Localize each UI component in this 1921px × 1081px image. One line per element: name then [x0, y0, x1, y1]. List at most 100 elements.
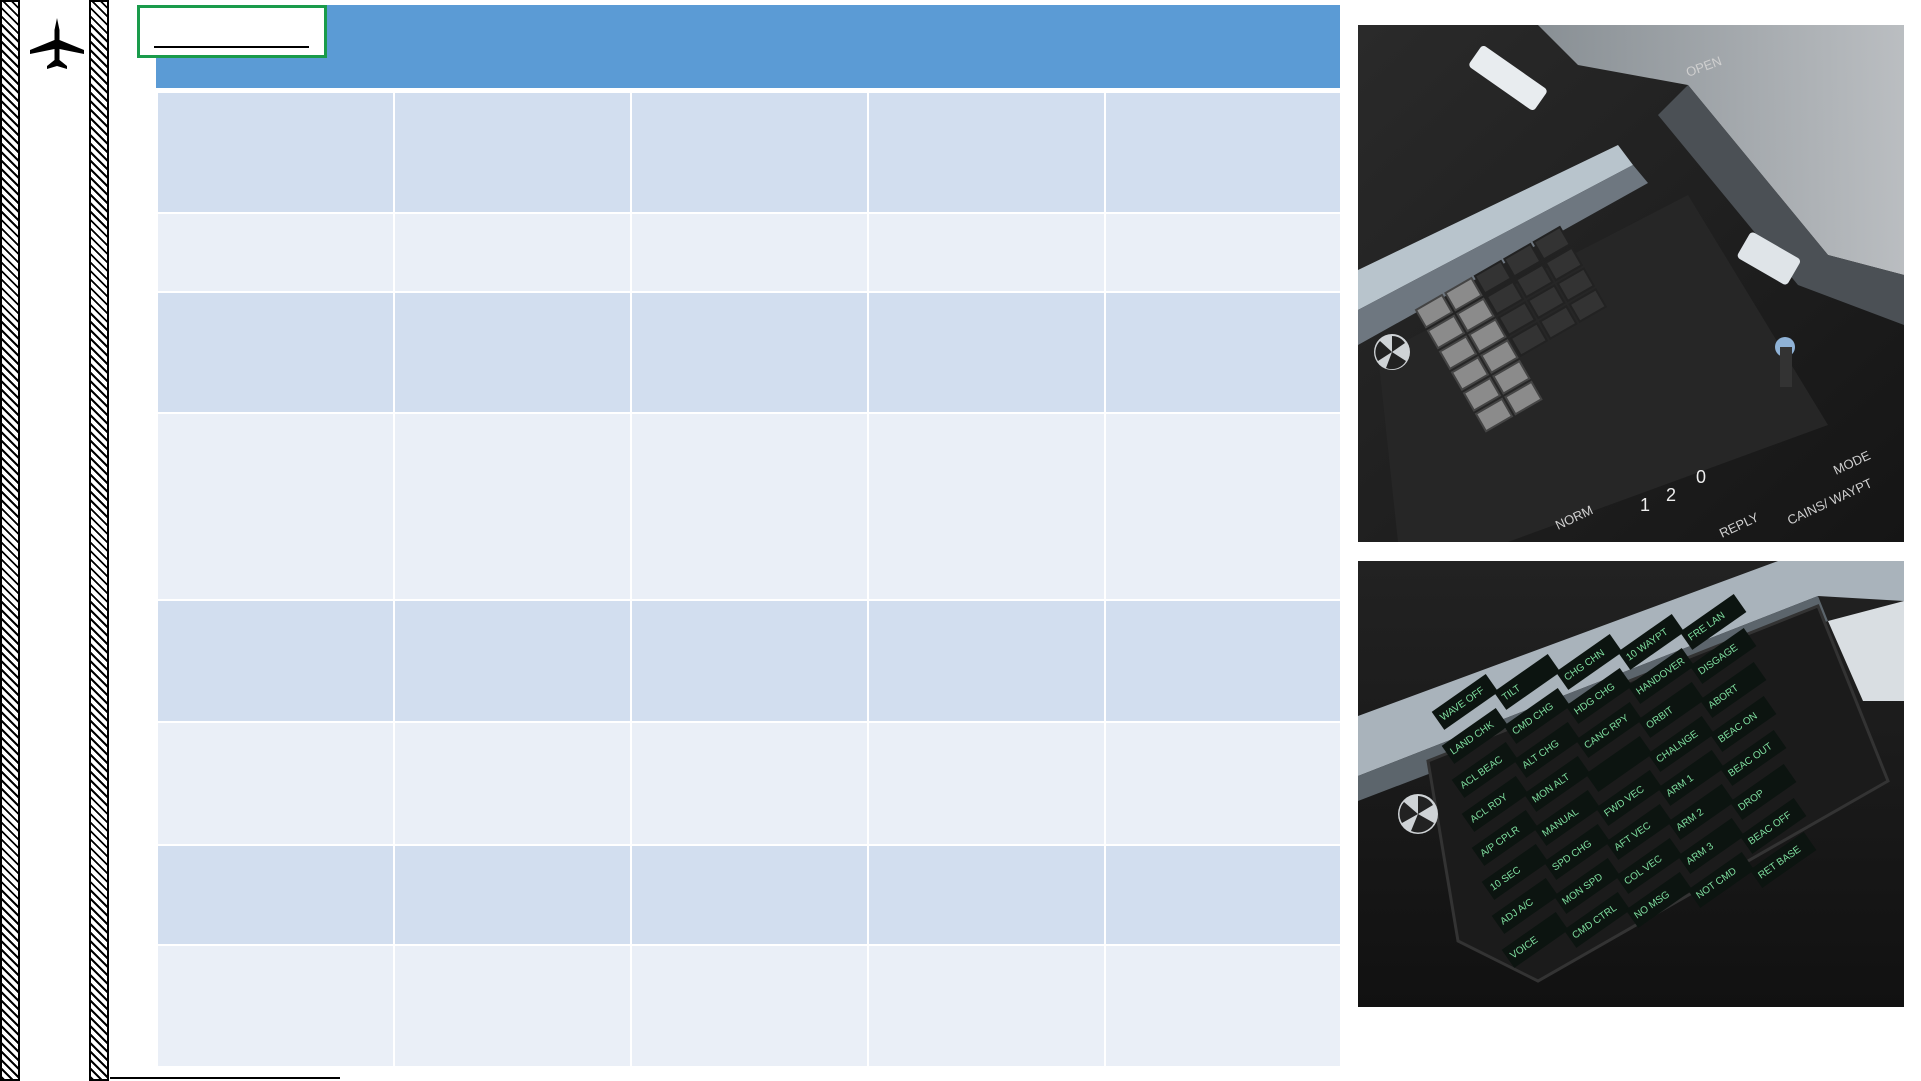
indicator-lamp	[1555, 633, 1623, 690]
table-cell	[1104, 721, 1342, 846]
indicator-lamp	[1625, 871, 1693, 928]
indicator-lamp	[1637, 681, 1705, 738]
table-cell	[1104, 91, 1342, 214]
table-row	[156, 412, 1342, 601]
table-cell	[393, 721, 632, 846]
table-cell	[867, 844, 1106, 946]
header-title-box	[137, 5, 327, 58]
table-cell	[393, 599, 632, 723]
table-cell	[156, 599, 395, 723]
table-cell	[393, 291, 632, 414]
table-cell	[867, 944, 1106, 1068]
table-row	[156, 599, 1342, 723]
indicator-lamp	[1575, 701, 1643, 758]
table-cell	[156, 212, 395, 293]
table-cell	[1104, 944, 1342, 1068]
indicator-lamp	[1523, 755, 1591, 812]
footer-rule	[110, 1077, 340, 1079]
table-cell	[393, 944, 632, 1068]
data-table	[156, 91, 1342, 1068]
indicator-lamp	[1719, 729, 1787, 786]
indicator-lamp	[1667, 783, 1735, 840]
table-cell	[156, 721, 395, 846]
table-cell	[393, 91, 632, 214]
table-cell	[393, 212, 632, 293]
jet-aircraft-icon	[30, 18, 84, 69]
indicator-lamp	[1739, 797, 1807, 854]
indicator-lamp	[1699, 661, 1767, 718]
digit-1-label: 1	[1640, 495, 1650, 515]
indicator-lamp	[1431, 673, 1499, 730]
table-cell	[630, 844, 869, 946]
indicator-lamp	[1565, 667, 1633, 724]
indicator-lamp	[1615, 837, 1683, 894]
indicator-lamp	[1657, 749, 1725, 806]
sidebar	[22, 0, 89, 1081]
table-row	[156, 212, 1342, 293]
indicator-lamp	[1585, 735, 1653, 792]
cockpit-photo-top: OPEN NORM 1 2 0 REPLY CAINS/ WAYPT MODE	[1358, 25, 1904, 542]
indicator-lamp	[1617, 613, 1685, 670]
indicator-lamp	[1553, 857, 1621, 914]
table-cell	[156, 91, 395, 214]
table-row	[156, 844, 1342, 946]
indicator-lamp	[1481, 843, 1549, 900]
indicator-lamp	[1563, 891, 1631, 948]
indicator-lamp	[1513, 721, 1581, 778]
indicator-lamp	[1689, 627, 1757, 684]
table-cell	[867, 212, 1106, 293]
table-cell	[156, 944, 395, 1068]
table-cell	[156, 291, 395, 414]
table-cell	[1104, 412, 1342, 601]
table-row	[156, 91, 1342, 214]
table-cell	[630, 721, 869, 846]
header-title-underline	[154, 46, 309, 48]
indicator-lamp	[1471, 809, 1539, 866]
table-cell	[867, 91, 1106, 214]
table-cell	[867, 721, 1106, 846]
indicator-lamp	[1709, 695, 1777, 752]
table-cell	[630, 944, 869, 1068]
table-row	[156, 721, 1342, 846]
table-cell	[1104, 599, 1342, 723]
table-cell	[630, 91, 869, 214]
table-row	[156, 944, 1342, 1068]
digit-2-label: 2	[1666, 485, 1676, 505]
indicator-lamp	[1501, 911, 1569, 968]
indicator-lamp	[1491, 877, 1559, 934]
table-cell	[1104, 844, 1342, 946]
indicator-lamp	[1749, 831, 1817, 888]
indicator-lamp	[1441, 707, 1509, 764]
sidebar-rail-right	[89, 0, 109, 1081]
table-cell	[393, 412, 632, 601]
indicator-lamp	[1627, 647, 1695, 704]
table-cell	[630, 412, 869, 601]
indicator-lamp	[1493, 653, 1561, 710]
indicator-lamp	[1677, 817, 1745, 874]
table-cell	[1104, 212, 1342, 293]
table-cell	[630, 291, 869, 414]
table-cell	[630, 212, 869, 293]
table-cell	[867, 599, 1106, 723]
indicator-lamp	[1647, 715, 1715, 772]
table-cell	[393, 844, 632, 946]
indicator-lamp	[1461, 775, 1529, 832]
table-cell	[156, 844, 395, 946]
digit-0-label: 0	[1696, 467, 1706, 487]
cockpit-photo-bottom: WAVE OFF LAND CHK ACL BEAC ACL RDY A/P CPLR 1…	[1358, 561, 1904, 1007]
table-header-band	[156, 5, 1340, 88]
table-cell	[867, 412, 1106, 601]
indicator-lamp	[1595, 769, 1663, 826]
indicator-lamp	[1687, 851, 1755, 908]
sidebar-rail-left	[0, 0, 20, 1081]
indicator-lamp	[1533, 789, 1601, 846]
indicator-lamp	[1503, 687, 1571, 744]
indicator-lamp	[1605, 803, 1673, 860]
indicator-lamp	[1543, 823, 1611, 880]
table-row	[156, 291, 1342, 414]
table-cell	[1104, 291, 1342, 414]
table-cell	[630, 599, 869, 723]
table-cell	[156, 412, 395, 601]
indicator-lamp	[1451, 741, 1519, 798]
indicator-lamp	[1679, 593, 1747, 650]
